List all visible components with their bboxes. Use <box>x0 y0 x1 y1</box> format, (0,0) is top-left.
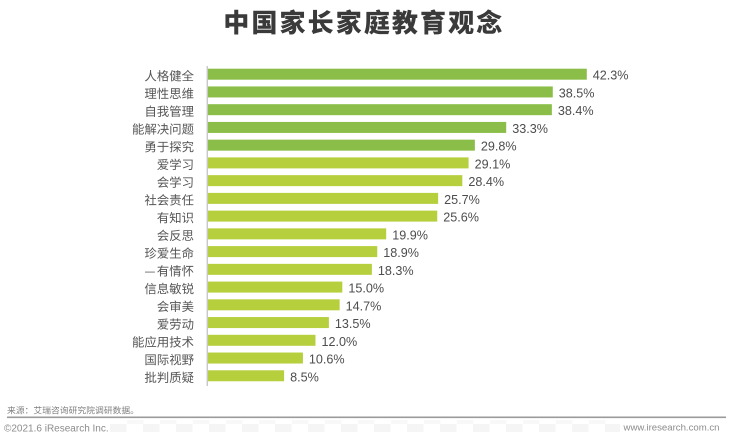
svg-text:18.9%: 18.9% <box>383 246 419 260</box>
svg-text:10.6%: 10.6% <box>309 353 345 367</box>
svg-text:www.iresearch.com.cn: www.iresearch.com.cn <box>623 423 720 434</box>
svg-text:28.4%: 28.4% <box>468 175 504 189</box>
svg-text:13.5%: 13.5% <box>335 317 371 331</box>
svg-text:12.0%: 12.0% <box>321 335 357 349</box>
svg-text:29.1%: 29.1% <box>475 157 511 171</box>
svg-text:38.5%: 38.5% <box>559 86 595 100</box>
svg-text:©2021.6 iResearch Inc.: ©2021.6 iResearch Inc. <box>4 424 109 435</box>
svg-text:29.8%: 29.8% <box>481 140 517 154</box>
svg-text:25.6%: 25.6% <box>443 211 479 225</box>
svg-text:25.7%: 25.7% <box>444 193 480 207</box>
svg-text:33.3%: 33.3% <box>512 122 548 136</box>
svg-text:15.0%: 15.0% <box>348 282 384 296</box>
svg-text:8.5%: 8.5% <box>290 370 319 384</box>
svg-text:18.3%: 18.3% <box>378 264 414 278</box>
svg-text:42.3%: 42.3% <box>593 69 629 83</box>
svg-text:38.4%: 38.4% <box>558 104 594 118</box>
svg-text:19.9%: 19.9% <box>392 228 428 242</box>
svg-text:14.7%: 14.7% <box>346 299 382 313</box>
